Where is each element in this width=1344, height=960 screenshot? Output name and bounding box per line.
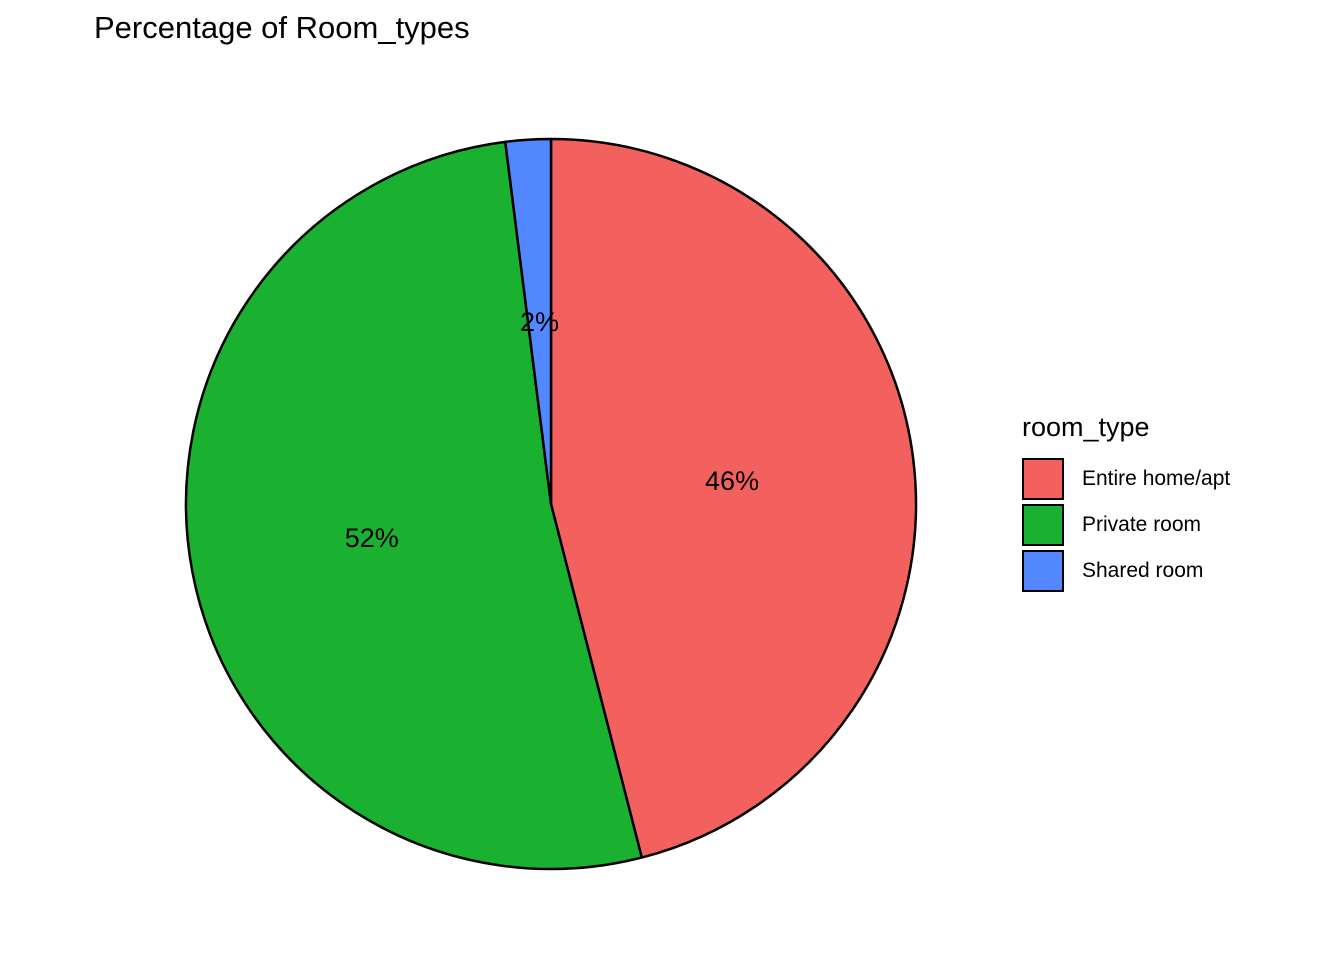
legend-title: room_type xyxy=(1022,412,1150,442)
legend-item-shared-room: Shared room xyxy=(1022,548,1230,594)
slice-label-private-room: 52% xyxy=(345,523,399,553)
legend-item-entire-home: Entire home/apt xyxy=(1022,456,1230,502)
legend-swatch-shared-room xyxy=(1022,550,1064,592)
legend-swatch-private-room xyxy=(1022,504,1064,546)
slice-labels: 46% 52% 2% xyxy=(345,307,759,553)
chart-title: Percentage of Room_types xyxy=(94,10,470,45)
legend-label-entire-home: Entire home/apt xyxy=(1082,467,1231,490)
pie-slices xyxy=(184,137,918,871)
slice-label-shared-room: 2% xyxy=(520,307,559,337)
slice-label-entire-home: 46% xyxy=(705,466,759,496)
legend-item-private-room: Private room xyxy=(1022,502,1230,548)
pie-slice-shared-room xyxy=(504,137,553,506)
legend: room_type Entire home/apt Private room S… xyxy=(1022,410,1230,594)
legend-label-shared-room: Shared room xyxy=(1082,559,1204,582)
legend-label-private-room: Private room xyxy=(1082,513,1202,536)
pie-slice-entire-home xyxy=(549,137,918,859)
legend-swatch-entire-home xyxy=(1022,458,1064,500)
